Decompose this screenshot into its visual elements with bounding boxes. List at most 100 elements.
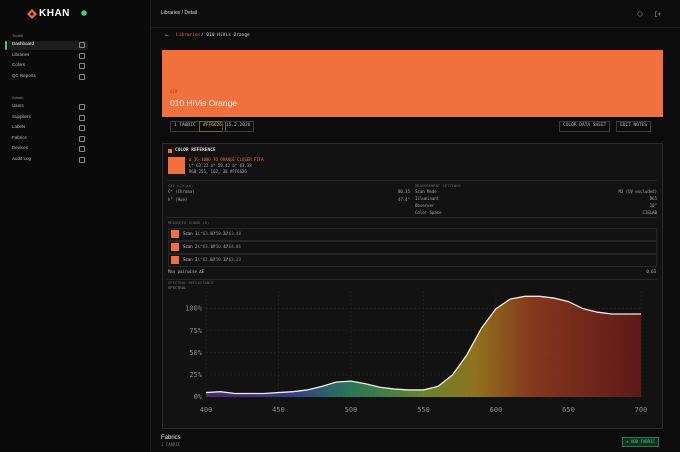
nav-item[interactable]: Dashboard [12,41,35,46]
active-bar [5,41,7,50]
setting-value: 10° [649,203,657,208]
scan-value: L*63.83 [198,231,215,236]
scan-value: a*50.37 [211,257,228,262]
lab-text: L* 63.22 a* 50.42 b* 63.38 [189,163,252,168]
max-value: 0.63 [646,269,656,274]
action-button[interactable]: COLOR DATA SHEET [559,121,611,132]
x-tick-label: 500 [345,406,358,414]
title-marker [168,149,172,153]
scan-name: Scan 1 [183,231,198,236]
nav-icon [79,63,85,69]
nav-icon [79,52,85,59]
logo: KHAN [39,8,70,19]
y-tick-label: 75% [189,327,202,335]
scan-value: L*63.18 [198,244,215,249]
setting-label: Observer [415,203,435,208]
scans-title: MEASURED SCANS (3) [168,220,210,225]
scan-name: Scan 3 [183,257,198,262]
chart-title: SPECTRAL REFLECTANCE [168,280,214,285]
scan-name: Scan 2 [183,244,198,249]
swatch [168,157,185,174]
logout-icon[interactable] [655,11,661,17]
fabrics-title: Fabrics [161,435,181,441]
chart-subtitle: SPECTRAL [168,285,187,290]
scan-value: a*50.22 [211,231,228,236]
y-tick-label: 0% [194,393,203,401]
scan-swatch [171,256,179,264]
setting-label: Illuminant [415,196,440,201]
nav-icon [79,146,85,152]
x-tick-label: 650 [562,406,575,414]
divider [167,217,657,218]
scan-value: b*64.06 [224,244,241,249]
settings-title: MEASUREMENT SETTINGS [415,183,461,188]
page-path: Libraries / Detail [161,10,198,16]
nav-icon [79,42,85,48]
nav-icon [79,156,85,163]
banner-name: 010 HiVis Orange [170,98,237,108]
scan-swatch [171,243,179,251]
back-button[interactable]: ← [165,32,169,39]
nav-item[interactable]: QC Reports [12,72,36,78]
setting-value: CIELAB [642,210,657,215]
nav-item[interactable]: Audit Log [12,155,32,161]
meta-chip: #FF6626 [199,121,226,132]
nav-item[interactable]: Devices [12,145,29,150]
nav-icon [79,104,85,110]
rgb-text: RGB 255, 102, 38 #FF6626 [189,169,247,174]
scan-value: b*63.48 [224,231,241,236]
add-fabric-button[interactable]: + ADD FABRIC [622,437,659,447]
active-indicator [8,41,88,50]
nav-item[interactable]: Fabrics [12,134,27,140]
breadcrumb-current: / 010 HiVis Orange [201,33,250,38]
action-button[interactable]: EDIT NOTES [616,121,652,132]
divider [167,180,657,181]
status-dot [81,10,87,16]
panel-title: COLOR REFERENCE [175,148,216,153]
setting-label: Scan Mode [415,189,437,194]
scan-swatch [171,230,179,238]
nav-item[interactable]: Suppliers [12,113,31,119]
x-tick-label: 700 [635,406,648,414]
lch-label: h° (Hue) [168,197,188,202]
y-tick-label: 25% [189,371,202,379]
setting-label: Color Space [415,210,442,215]
x-tick-label: 600 [490,406,503,414]
y-tick-label: 100% [185,305,203,313]
y-tick-label: 50% [189,349,202,357]
match-text: Δ 1G-1000 TO ORANGE CLOSER FIFA [189,157,264,162]
nav-icon [79,73,85,80]
topbar: Libraries / Detail [151,0,680,28]
nav-icon [79,125,85,131]
spectral-line [205,295,641,395]
scan-value: L*62.83 [198,257,215,262]
lch-title: CIE LCh(ab) [168,183,194,188]
scan-row [168,228,657,241]
x-tick-label: 450 [272,406,285,414]
breadcrumb-link[interactable]: Libraries [176,33,201,38]
settings-icon[interactable] [637,11,643,17]
spectral-area [206,296,641,397]
setting-value: D65 [649,196,657,201]
section-title: Admin [12,95,24,100]
setting-value: M2 (UV excluded) [618,189,657,194]
nav-item[interactable]: Labels [12,124,26,129]
logo-icon [27,9,37,19]
divider [167,279,657,280]
section-title: Toolkit [12,33,24,38]
x-tick-label: 550 [417,406,430,414]
nav-item[interactable]: Libraries [12,51,30,57]
scan-value: b*63.23 [224,257,241,262]
banner-code: 010 [170,89,178,94]
sidebar: KHAN Toolkit Dashboard Libraries Colors QC R… [0,0,151,452]
scan-value: a*50.47 [211,244,228,249]
lch-value: 47.4° [397,197,410,202]
max-label: Max pairwise ΔE [168,269,205,274]
nav-item[interactable]: Users [12,103,24,108]
nav-icon [79,135,85,142]
fabrics-count: 1 FABRIC [161,442,181,447]
nav-item[interactable]: Colors [12,62,26,67]
lch-value: 80.35 [397,189,410,194]
